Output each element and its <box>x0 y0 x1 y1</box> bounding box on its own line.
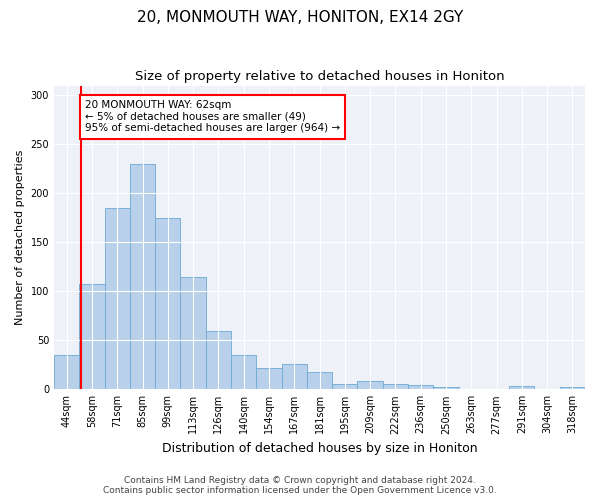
Bar <box>155 218 181 390</box>
Bar <box>130 164 155 390</box>
Y-axis label: Number of detached properties: Number of detached properties <box>15 150 25 325</box>
Bar <box>104 208 130 390</box>
Bar <box>383 384 408 390</box>
Bar <box>256 368 281 390</box>
Bar <box>181 276 206 390</box>
Bar <box>560 388 585 390</box>
Bar <box>332 384 358 390</box>
X-axis label: Distribution of detached houses by size in Honiton: Distribution of detached houses by size … <box>162 442 478 455</box>
Bar <box>358 382 383 390</box>
Bar <box>231 355 256 390</box>
Bar <box>408 386 433 390</box>
Bar <box>307 372 332 390</box>
Text: Contains HM Land Registry data © Crown copyright and database right 2024.
Contai: Contains HM Land Registry data © Crown c… <box>103 476 497 495</box>
Bar <box>79 284 104 390</box>
Title: Size of property relative to detached houses in Honiton: Size of property relative to detached ho… <box>135 70 505 83</box>
Text: 20, MONMOUTH WAY, HONITON, EX14 2GY: 20, MONMOUTH WAY, HONITON, EX14 2GY <box>137 10 463 25</box>
Bar <box>281 364 307 390</box>
Bar <box>433 388 458 390</box>
Bar <box>54 355 79 390</box>
Text: 20 MONMOUTH WAY: 62sqm
← 5% of detached houses are smaller (49)
95% of semi-deta: 20 MONMOUTH WAY: 62sqm ← 5% of detached … <box>85 100 340 134</box>
Bar <box>206 330 231 390</box>
Bar <box>509 386 535 390</box>
